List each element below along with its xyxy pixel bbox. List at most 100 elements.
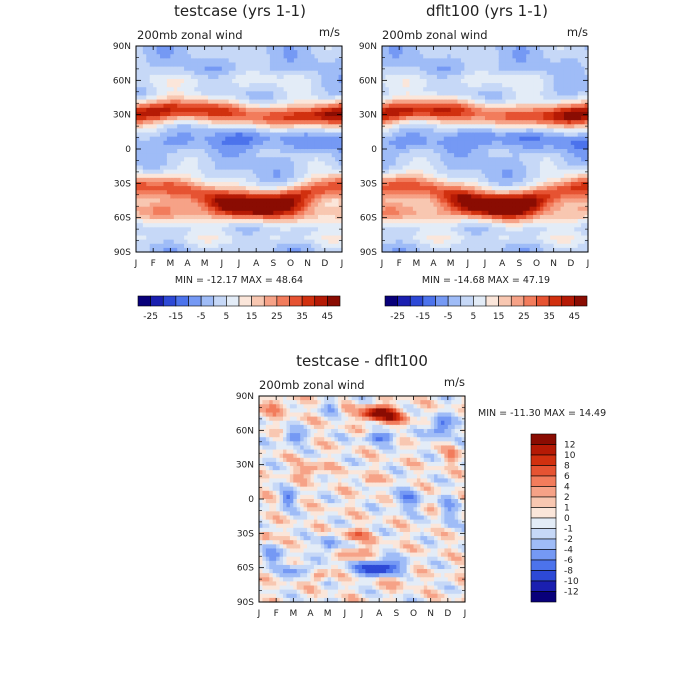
field-cell: [211, 58, 216, 64]
field-cell: [502, 181, 507, 187]
field-cell: [399, 177, 404, 183]
field-cell: [399, 70, 404, 76]
field-cell: [454, 62, 459, 68]
field-cell: [436, 83, 441, 88]
field-cell: [485, 198, 490, 204]
field-cell: [385, 177, 390, 183]
field-cell: [218, 46, 223, 51]
field-cell: [409, 157, 414, 162]
field-cell: [502, 83, 507, 88]
field-cell: [232, 161, 237, 167]
field-cell: [491, 149, 496, 154]
field-cell: [304, 169, 309, 175]
field-cell: [314, 107, 319, 113]
field-cell: [433, 169, 438, 175]
field-cell: [412, 120, 417, 125]
field-cell: [481, 149, 486, 154]
field-cell: [402, 124, 407, 129]
field-cell: [149, 235, 154, 241]
field-cell: [256, 239, 261, 245]
field-cell: [211, 132, 216, 138]
field-cell: [335, 177, 340, 183]
field-cell: [338, 227, 343, 232]
field-cell: [276, 247, 281, 253]
field-cell: [382, 78, 387, 84]
field-cell: [399, 124, 404, 129]
field-cell: [502, 87, 507, 92]
field-cell: [498, 70, 503, 76]
field-cell: [450, 227, 455, 232]
field-cell: [149, 58, 154, 64]
field-cell: [139, 136, 144, 142]
field-cell: [447, 58, 452, 64]
field-cell: [259, 78, 264, 84]
field-cell: [276, 66, 281, 72]
field-cell: [388, 111, 393, 117]
field-cell: [280, 99, 285, 105]
field-cell: [146, 62, 151, 68]
field-cell: [419, 198, 424, 204]
field-cell: [314, 54, 319, 59]
field-cell: [184, 161, 189, 167]
field-cell: [201, 99, 206, 105]
field-cell: [276, 87, 281, 92]
field-cell: [136, 87, 141, 92]
field-cell: [440, 165, 445, 171]
field-cell: [256, 161, 261, 167]
field-cell: [331, 99, 336, 105]
field-cell: [228, 206, 233, 212]
field-cell: [263, 198, 268, 204]
field-cell: [395, 66, 400, 72]
field-cell: [290, 247, 295, 253]
field-cell: [447, 132, 452, 138]
field-cell: [478, 214, 483, 220]
field-cell: [259, 181, 264, 187]
field-cell: [402, 144, 407, 150]
field-cell: [194, 239, 199, 245]
field-cell: [190, 128, 195, 134]
field-cell: [409, 95, 414, 101]
field-cell: [293, 50, 298, 55]
field-cell: [280, 210, 285, 216]
field-cell: [467, 235, 472, 241]
field-cell: [304, 62, 309, 68]
field-cell: [430, 198, 435, 204]
field-cell: [471, 70, 476, 76]
field-cell: [194, 214, 199, 220]
field-cell: [242, 157, 247, 162]
field-cell: [385, 161, 390, 167]
field-cell: [149, 214, 154, 220]
field-cell: [249, 206, 254, 212]
field-cell: [204, 169, 209, 175]
field-cell: [293, 107, 298, 113]
field-cell: [385, 103, 390, 109]
field-cell: [245, 99, 250, 105]
field-cell: [187, 116, 192, 121]
field-cell: [259, 235, 264, 241]
field-cell: [481, 70, 486, 76]
field-cell: [467, 177, 472, 183]
field-cell: [225, 219, 230, 224]
field-cell: [263, 111, 268, 117]
field-cell: [214, 235, 219, 241]
field-cell: [443, 243, 448, 249]
field-cell: [280, 157, 285, 162]
field-cell: [180, 214, 185, 220]
field-cell: [194, 54, 199, 59]
field-cell: [228, 173, 233, 179]
field-cell: [502, 214, 507, 220]
field-cell: [166, 161, 171, 167]
field-cell: [467, 219, 472, 224]
field-cell: [317, 231, 322, 237]
field-cell: [221, 177, 226, 183]
field-cell: [502, 58, 507, 64]
y-tick-label: 60S: [114, 214, 131, 224]
field-cell: [221, 173, 226, 179]
field-cell: [478, 231, 483, 237]
field-cell: [266, 181, 271, 187]
field-cell: [450, 210, 455, 216]
field-cell: [307, 136, 312, 142]
field-cell: [433, 66, 438, 72]
field-cell: [491, 95, 496, 101]
field-cell: [509, 107, 514, 113]
